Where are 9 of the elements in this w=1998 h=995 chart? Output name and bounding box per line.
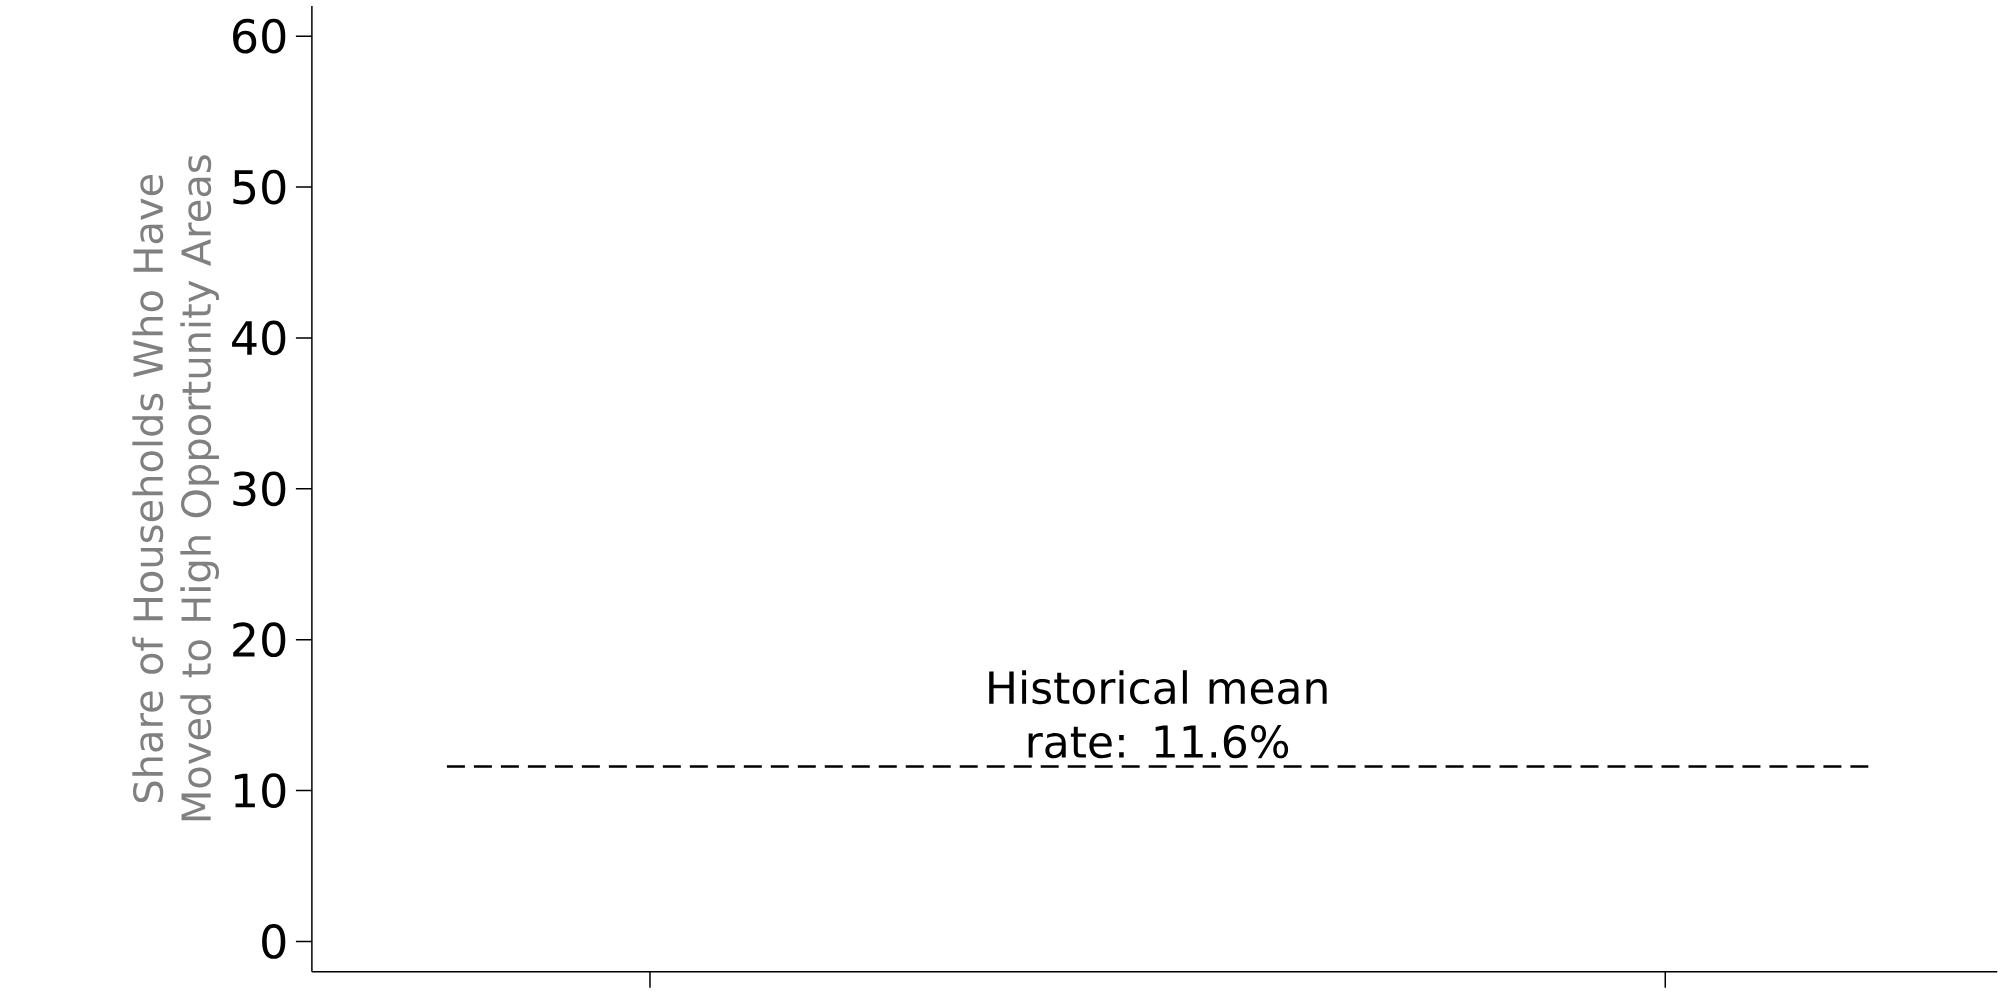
- y-tick-label: 0: [262, 924, 286, 960]
- y-axis-title: Share of Households Who Have Moved to High Opportunity Areas: [132, 155, 219, 821]
- y-tick-label: 40: [232, 320, 286, 356]
- y-tick-label: 60: [233, 18, 286, 54]
- y-tick-label: 50: [233, 169, 286, 205]
- y-tick-label: 30: [233, 471, 286, 507]
- ref-line-label: Historical mean rate: 11.6%: [989, 670, 1327, 759]
- y-tick-label: 10: [234, 773, 286, 809]
- y-tick-label: 20: [233, 622, 286, 658]
